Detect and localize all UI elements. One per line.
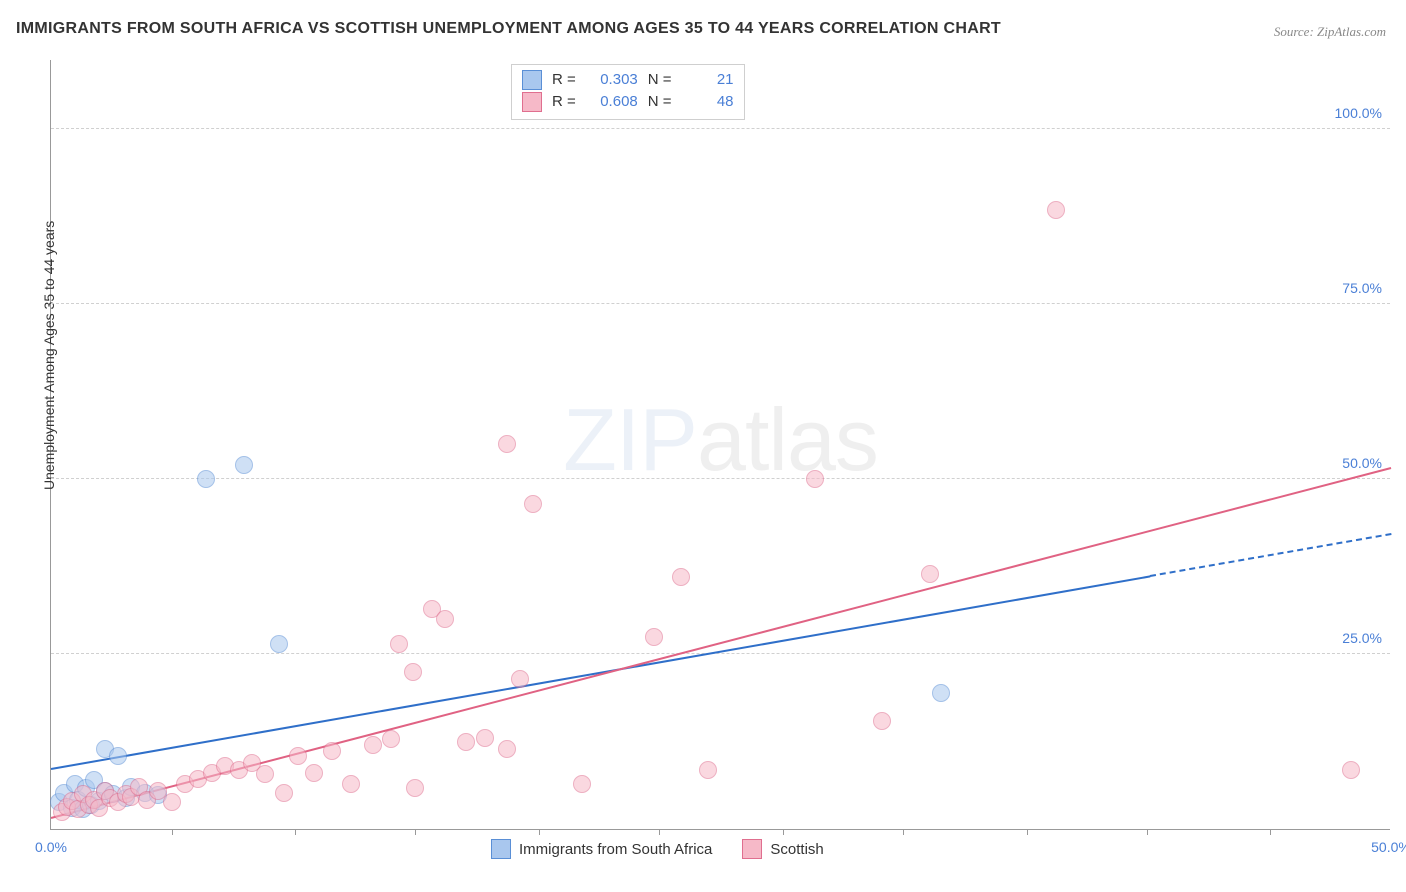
data-point-sa bbox=[109, 747, 127, 765]
legend-row: R = 0.303 N = 21 bbox=[522, 69, 734, 91]
x-tick-mark bbox=[1270, 829, 1271, 835]
x-tick-mark bbox=[659, 829, 660, 835]
y-tick-label: 75.0% bbox=[1342, 280, 1382, 296]
legend-label-sa: Immigrants from South Africa bbox=[519, 841, 712, 858]
x-tick-mark bbox=[1147, 829, 1148, 835]
data-point-scot bbox=[511, 670, 529, 688]
legend-label-scot: Scottish bbox=[770, 841, 823, 858]
r-value-sa: 0.303 bbox=[586, 69, 638, 91]
data-point-scot bbox=[390, 635, 408, 653]
data-point-scot bbox=[457, 733, 475, 751]
y-tick-label: 25.0% bbox=[1342, 630, 1382, 646]
data-point-scot bbox=[699, 761, 717, 779]
data-point-scot bbox=[1047, 201, 1065, 219]
legend-item: Scottish bbox=[742, 839, 823, 859]
x-tick-mark bbox=[415, 829, 416, 835]
data-point-scot bbox=[256, 765, 274, 783]
data-point-scot bbox=[163, 793, 181, 811]
swatch-sa bbox=[522, 70, 542, 90]
n-label: N = bbox=[648, 91, 672, 113]
n-label: N = bbox=[648, 69, 672, 91]
x-tick-mark bbox=[903, 829, 904, 835]
chart-title: IMMIGRANTS FROM SOUTH AFRICA VS SCOTTISH… bbox=[16, 20, 1001, 38]
data-point-scot bbox=[806, 470, 824, 488]
x-tick-mark bbox=[539, 829, 540, 835]
trend-line bbox=[1150, 533, 1392, 577]
data-point-scot bbox=[672, 568, 690, 586]
data-point-scot bbox=[498, 740, 516, 758]
data-point-scot bbox=[404, 663, 422, 681]
plot-area: Unemployment Among Ages 35 to 44 years Z… bbox=[50, 60, 1390, 830]
x-tick-mark bbox=[783, 829, 784, 835]
data-point-scot bbox=[342, 775, 360, 793]
data-point-scot bbox=[476, 729, 494, 747]
data-point-scot bbox=[406, 779, 424, 797]
x-tick-mark bbox=[295, 829, 296, 835]
data-point-scot bbox=[524, 495, 542, 513]
data-point-scot bbox=[873, 712, 891, 730]
watermark-right: atlas bbox=[697, 389, 878, 488]
r-label: R = bbox=[552, 69, 576, 91]
legend-correlation: R = 0.303 N = 21 R = 0.608 N = 48 bbox=[511, 64, 745, 120]
gridline bbox=[51, 128, 1390, 129]
data-point-scot bbox=[645, 628, 663, 646]
legend-series: Immigrants from South Africa Scottish bbox=[491, 839, 824, 859]
legend-row: R = 0.608 N = 48 bbox=[522, 91, 734, 113]
swatch-scot bbox=[522, 92, 542, 112]
swatch-scot bbox=[742, 839, 762, 859]
data-point-sa bbox=[235, 456, 253, 474]
data-point-scot bbox=[921, 565, 939, 583]
watermark: ZIPatlas bbox=[563, 388, 878, 490]
source-label: Source: ZipAtlas.com bbox=[1274, 24, 1386, 40]
gridline bbox=[51, 478, 1390, 479]
x-tick-label: 50.0% bbox=[1371, 839, 1406, 855]
r-value-scot: 0.608 bbox=[586, 91, 638, 113]
data-point-scot bbox=[573, 775, 591, 793]
gridline bbox=[51, 303, 1390, 304]
data-point-sa bbox=[270, 635, 288, 653]
data-point-scot bbox=[382, 730, 400, 748]
r-label: R = bbox=[552, 91, 576, 113]
data-point-scot bbox=[364, 736, 382, 754]
y-axis-label: Unemployment Among Ages 35 to 44 years bbox=[41, 221, 57, 490]
data-point-scot bbox=[1342, 761, 1360, 779]
y-tick-label: 50.0% bbox=[1342, 455, 1382, 471]
data-point-scot bbox=[289, 747, 307, 765]
n-value-scot: 48 bbox=[682, 91, 734, 113]
watermark-left: ZIP bbox=[563, 389, 697, 488]
n-value-sa: 21 bbox=[682, 69, 734, 91]
data-point-scot bbox=[498, 435, 516, 453]
data-point-scot bbox=[305, 764, 323, 782]
data-point-sa bbox=[932, 684, 950, 702]
legend-item: Immigrants from South Africa bbox=[491, 839, 712, 859]
x-tick-label: 0.0% bbox=[35, 839, 67, 855]
y-tick-label: 100.0% bbox=[1335, 105, 1382, 121]
data-point-scot bbox=[323, 742, 341, 760]
data-point-scot bbox=[275, 784, 293, 802]
x-tick-mark bbox=[1027, 829, 1028, 835]
gridline bbox=[51, 653, 1390, 654]
data-point-scot bbox=[436, 610, 454, 628]
data-point-sa bbox=[197, 470, 215, 488]
swatch-sa bbox=[491, 839, 511, 859]
x-tick-mark bbox=[172, 829, 173, 835]
